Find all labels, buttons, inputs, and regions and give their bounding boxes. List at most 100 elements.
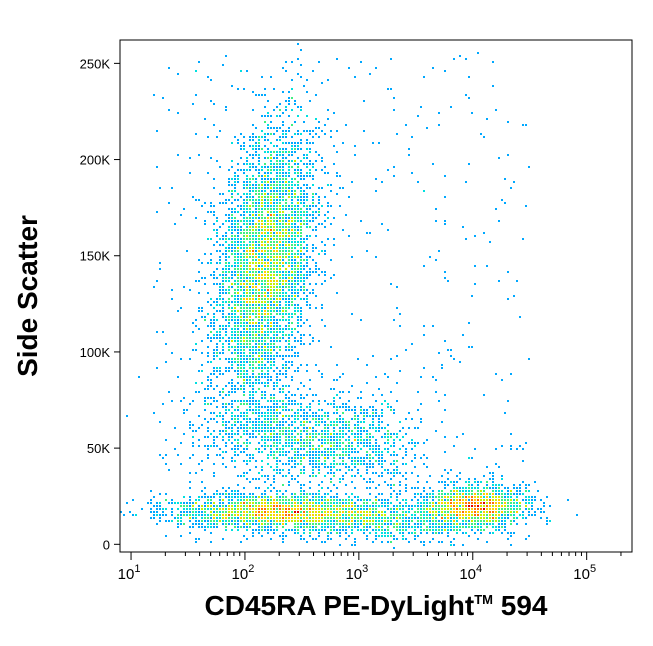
density-point — [291, 136, 293, 138]
density-point — [264, 175, 266, 177]
density-point — [246, 439, 248, 441]
density-point — [369, 442, 371, 444]
density-point — [399, 421, 401, 423]
density-point — [294, 421, 296, 423]
density-point — [354, 418, 356, 420]
density-point — [261, 514, 263, 516]
density-point — [327, 172, 329, 174]
density-point — [231, 319, 233, 321]
density-point — [243, 424, 245, 426]
density-point — [306, 214, 308, 216]
density-point — [291, 151, 293, 153]
density-point — [249, 454, 251, 456]
density-point — [243, 448, 245, 450]
density-point — [261, 292, 263, 294]
density-point — [492, 511, 494, 513]
density-point — [237, 301, 239, 303]
density-point — [366, 250, 368, 252]
density-point — [252, 427, 254, 429]
density-point — [210, 382, 212, 384]
density-point — [312, 418, 314, 420]
density-point — [321, 454, 323, 456]
density-point — [243, 235, 245, 237]
density-point — [261, 244, 263, 246]
density-point — [258, 472, 260, 474]
density-point — [468, 346, 470, 348]
density-point — [285, 241, 287, 243]
density-point — [300, 244, 302, 246]
density-point — [318, 409, 320, 411]
density-point — [297, 232, 299, 234]
density-point — [276, 220, 278, 222]
density-point — [288, 319, 290, 321]
density-point — [237, 274, 239, 276]
density-point — [474, 523, 476, 525]
density-point — [495, 373, 497, 375]
density-point — [294, 121, 296, 123]
density-point — [393, 454, 395, 456]
density-point — [276, 151, 278, 153]
density-point — [447, 472, 449, 474]
density-point — [303, 280, 305, 282]
density-point — [294, 337, 296, 339]
density-point — [549, 505, 551, 507]
density-point — [315, 430, 317, 432]
density-point — [330, 490, 332, 492]
density-point — [366, 502, 368, 504]
density-point — [204, 223, 206, 225]
density-point — [249, 526, 251, 528]
density-point — [222, 508, 224, 510]
density-point — [234, 184, 236, 186]
density-point — [282, 229, 284, 231]
density-point — [243, 352, 245, 354]
density-point — [309, 451, 311, 453]
density-point — [240, 148, 242, 150]
density-point — [228, 487, 230, 489]
density-point — [330, 472, 332, 474]
density-point — [285, 517, 287, 519]
density-point — [405, 484, 407, 486]
density-point — [282, 451, 284, 453]
density-point — [252, 277, 254, 279]
density-point — [225, 451, 227, 453]
density-point — [213, 271, 215, 273]
density-point — [297, 253, 299, 255]
density-point — [300, 238, 302, 240]
density-point — [384, 511, 386, 513]
density-point — [303, 490, 305, 492]
density-point — [333, 484, 335, 486]
density-point — [366, 409, 368, 411]
density-point — [237, 355, 239, 357]
density-point — [258, 289, 260, 291]
density-point — [309, 517, 311, 519]
density-point — [477, 511, 479, 513]
density-point — [264, 205, 266, 207]
density-point — [399, 370, 401, 372]
density-point — [240, 319, 242, 321]
density-point — [258, 136, 260, 138]
density-point — [282, 316, 284, 318]
density-point — [303, 190, 305, 192]
density-point — [321, 241, 323, 243]
density-point — [240, 373, 242, 375]
density-point — [285, 355, 287, 357]
density-point — [255, 334, 257, 336]
density-point — [375, 256, 377, 258]
density-point — [246, 256, 248, 258]
density-point — [450, 106, 452, 108]
density-point — [291, 187, 293, 189]
density-point — [255, 214, 257, 216]
density-point — [366, 520, 368, 522]
density-point — [273, 307, 275, 309]
density-point — [306, 205, 308, 207]
density-point — [279, 310, 281, 312]
density-point — [321, 508, 323, 510]
density-point — [222, 292, 224, 294]
density-point — [288, 502, 290, 504]
density-point — [258, 487, 260, 489]
density-point — [246, 343, 248, 345]
density-point — [249, 238, 251, 240]
density-point — [453, 511, 455, 513]
density-point — [459, 508, 461, 510]
density-point — [321, 511, 323, 513]
